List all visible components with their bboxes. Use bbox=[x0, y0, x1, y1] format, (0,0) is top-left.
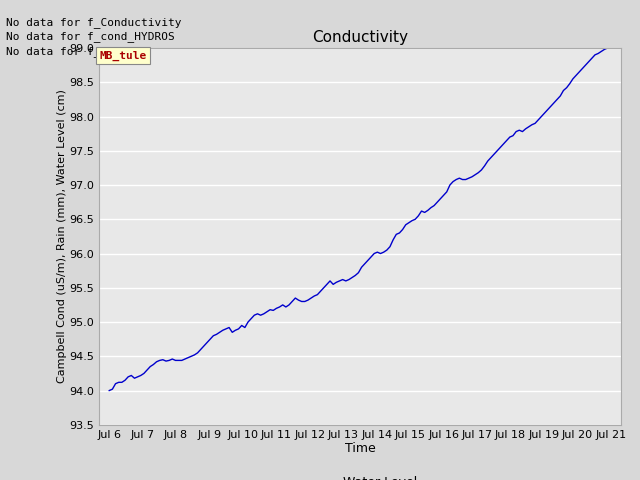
Text: No data for f_cond_HYDROS: No data for f_cond_HYDROS bbox=[6, 31, 175, 42]
Text: No data for f_Conductivity: No data for f_Conductivity bbox=[6, 17, 182, 28]
Y-axis label: Campbell Cond (uS/m), Rain (mm), Water Level (cm): Campbell Cond (uS/m), Rain (mm), Water L… bbox=[57, 89, 67, 384]
X-axis label: Time: Time bbox=[344, 443, 376, 456]
Text: MB_tule: MB_tule bbox=[99, 50, 147, 60]
Text: No data for f_ppt: No data for f_ppt bbox=[6, 46, 121, 57]
Title: Conductivity: Conductivity bbox=[312, 30, 408, 46]
Legend: Water Level: Water Level bbox=[297, 471, 423, 480]
